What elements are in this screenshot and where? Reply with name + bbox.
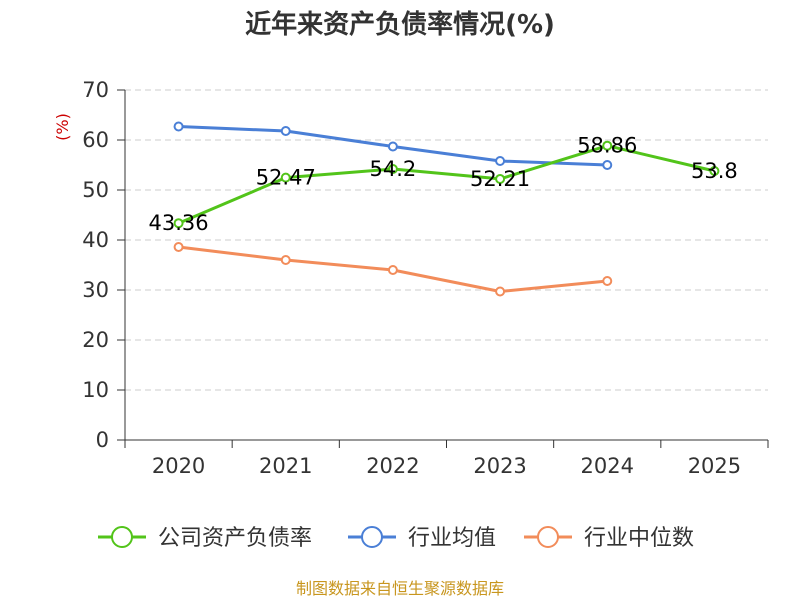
series-line-0	[178, 144, 715, 225]
series-layer	[173, 121, 720, 297]
y-tick-label-50: 50	[82, 178, 109, 202]
point-0-2021	[280, 172, 291, 183]
point-1-2024	[602, 160, 613, 170]
point-2-2021	[280, 255, 291, 265]
x-tick-label-2022: 2022	[366, 454, 419, 478]
y-tick-label-0: 0	[96, 428, 109, 452]
y-tick-label-10: 10	[82, 378, 109, 402]
y-tick-label-70: 70	[82, 78, 109, 102]
y-tick-label-60: 60	[82, 128, 109, 152]
point-0-2023	[495, 173, 506, 184]
legend: 公司资产负债率 行业均值 行业中位数	[98, 526, 694, 551]
point-1-2023	[495, 156, 506, 166]
point-1-2022	[387, 141, 398, 152]
legend-label-1: 行业均值	[408, 526, 496, 551]
legend-marker-0	[111, 526, 133, 548]
point-2-2023	[495, 286, 506, 297]
y-axis-label: (%)	[53, 113, 72, 141]
data-labels: 43.36 52.47 54.2 52.21 58.86 53.8	[149, 134, 738, 236]
point-0-2024	[602, 140, 613, 151]
gridlines	[125, 89, 768, 391]
x-tick-label-2021: 2021	[259, 454, 312, 478]
point-2-2024	[602, 276, 613, 286]
data-label-2022: 54.2	[370, 157, 417, 181]
y-tick-label-30: 30	[82, 278, 109, 302]
data-label-2020: 43.36	[149, 211, 209, 235]
point-2-2022	[387, 265, 398, 275]
y-tick-labels: 0 10 20 30 40 50 60 70	[82, 78, 109, 452]
legend-marker-2	[537, 526, 559, 548]
data-label-2024: 58.86	[577, 134, 637, 158]
data-label-2025: 53.8	[691, 159, 738, 183]
x-tick-labels: 2020 2021 2022 2023 2024 2025	[152, 454, 741, 478]
point-2-2020	[173, 242, 184, 252]
point-1-2021	[280, 126, 291, 136]
x-tick-label-2023: 2023	[473, 454, 526, 478]
x-tick-label-2024: 2024	[581, 454, 634, 478]
y-tick-label-20: 20	[82, 328, 109, 352]
point-0-2025	[709, 166, 720, 176]
x-tick-label-2025: 2025	[688, 454, 741, 478]
x-tick-label-2020: 2020	[152, 454, 205, 478]
point-0-2022	[387, 164, 398, 174]
data-label-2023: 52.21	[470, 167, 530, 191]
legend-label-2: 行业中位数	[584, 526, 694, 551]
point-0-2020	[173, 218, 184, 229]
y-tick-label-40: 40	[82, 228, 109, 252]
legend-label-0: 公司资产负债率	[158, 526, 312, 551]
source-note: 制图数据来自恒生聚源数据库	[296, 579, 504, 598]
data-label-2021: 52.47	[256, 166, 316, 190]
legend-marker-1	[361, 526, 383, 548]
chart-title: 近年来资产负债率情况(%)	[245, 9, 555, 40]
axes	[117, 89, 769, 448]
point-1-2020	[173, 121, 184, 132]
